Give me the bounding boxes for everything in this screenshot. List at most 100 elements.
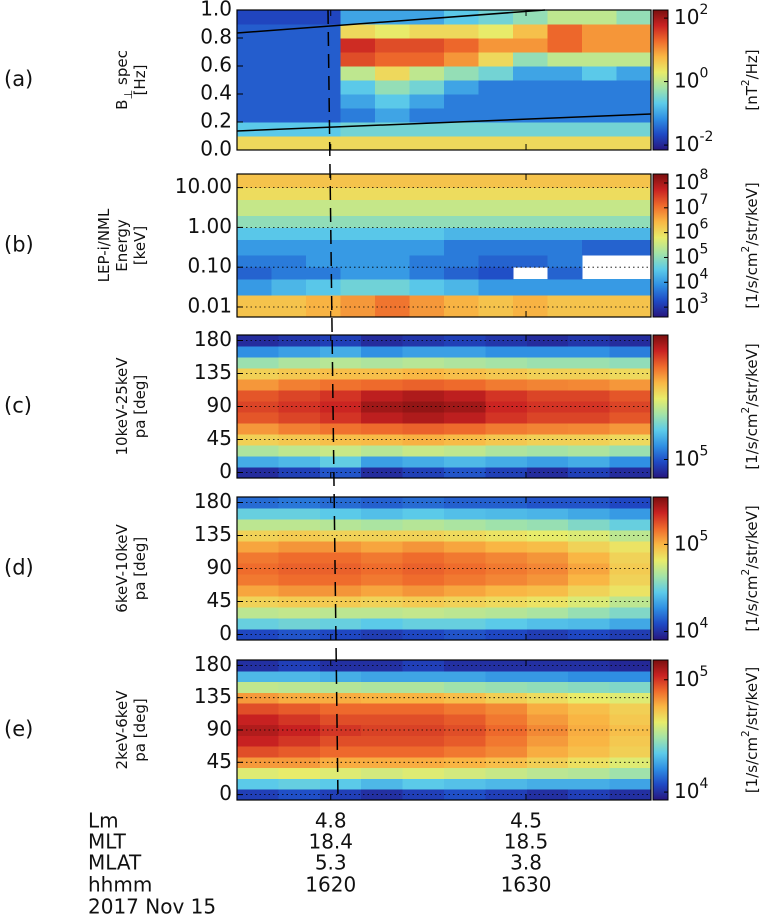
time-tick-label: 1620	[305, 873, 356, 897]
heatmap-cell	[444, 335, 486, 347]
heatmap-cell	[409, 108, 445, 123]
y-tick-label: 180	[194, 652, 232, 676]
heatmap-cell	[402, 541, 445, 553]
heatmap-cell	[278, 735, 321, 747]
y-tick-label: 45	[207, 749, 232, 773]
heatmap-cell	[409, 279, 445, 296]
heatmap-cell	[609, 607, 652, 619]
heatmap-cell	[340, 136, 376, 151]
heatmap-cell	[278, 368, 321, 380]
heatmap-cell	[485, 585, 528, 597]
heatmap-cell	[271, 52, 307, 67]
heatmap-cell	[485, 357, 528, 369]
heatmap-cell	[444, 379, 486, 391]
heatmap-cell	[547, 108, 583, 123]
heatmap-cell	[513, 80, 548, 95]
heatmap-cell	[547, 267, 583, 280]
heatmap-cell	[237, 434, 279, 446]
heatmap-cell	[609, 508, 652, 520]
colorbar-tick-label: 105	[674, 241, 708, 268]
heatmap-cell	[402, 618, 445, 630]
heatmap-cell	[485, 412, 528, 424]
heatmap-cell	[444, 412, 486, 424]
heatmap-cell	[485, 660, 528, 672]
heatmap-cell	[409, 38, 445, 53]
heatmap-cell	[278, 703, 321, 715]
heatmap-cell	[547, 66, 583, 81]
heatmap-cell	[237, 467, 279, 479]
heatmap-cell	[361, 618, 404, 630]
text-part: [Hz]	[131, 65, 149, 96]
heatmap-cell	[306, 94, 341, 109]
heatmap-cell	[485, 552, 528, 564]
y-tick-label: 0.8	[200, 25, 232, 49]
heatmap-cell	[609, 713, 652, 726]
heatmap-cell	[513, 227, 548, 240]
panel-frame	[236, 9, 652, 151]
colorbar	[652, 496, 669, 641]
heatmap-cell	[478, 108, 514, 123]
heatmap-cell	[609, 335, 652, 347]
text-part: Energy	[113, 219, 131, 272]
ephemeris-value: 3.8	[510, 851, 542, 875]
heatmap-cell	[361, 585, 404, 597]
heatmap-cell	[582, 295, 617, 318]
heatmap-cell	[237, 574, 279, 586]
heatmap-cell	[402, 497, 445, 509]
heatmap-cell	[375, 66, 410, 81]
colorbar	[652, 659, 669, 801]
heatmap-cell	[319, 423, 362, 435]
heatmap-cell	[568, 379, 611, 391]
heatmap-cell	[568, 670, 611, 683]
heatmap-cell	[237, 357, 279, 369]
heatmap-cell	[547, 10, 583, 25]
heatmap-cell	[278, 467, 321, 479]
heatmap-cell	[609, 552, 652, 564]
heatmap-cell	[306, 122, 341, 137]
heatmap-cell	[609, 681, 652, 693]
y-tick-label: 90	[207, 393, 232, 417]
tick-exponent: 4	[699, 266, 708, 282]
tick-base: 10	[674, 446, 699, 470]
heatmap-cell	[237, 445, 279, 457]
heatmap-cell	[306, 267, 341, 280]
heatmap-cell	[444, 456, 486, 468]
heatmap-cell	[340, 227, 376, 240]
heatmap-cell	[237, 681, 279, 693]
heatmap-cell	[402, 467, 445, 479]
heatmap-cell	[609, 660, 652, 672]
heatmap-cell	[444, 357, 486, 369]
heatmap-cell	[485, 670, 528, 683]
heatmap-cell	[485, 456, 528, 468]
heatmap-cell	[409, 255, 445, 268]
overlays	[236, 9, 652, 801]
heatmap-cell	[361, 746, 404, 758]
y-axis-label: pa [deg]	[131, 537, 149, 600]
heatmap-cell	[513, 10, 548, 25]
heatmap-cell	[568, 445, 611, 457]
heatmap-cell	[616, 10, 652, 25]
heatmap-cell	[271, 80, 307, 95]
ephemeris-value: 4.8	[315, 809, 347, 833]
heatmap-cell	[616, 199, 652, 216]
colorbar-tick-label: 104	[674, 616, 708, 643]
heatmap-cell	[609, 629, 652, 641]
tick-exponent: 4	[699, 616, 708, 632]
heatmap-cell	[237, 519, 279, 531]
heatmap-cell	[237, 530, 279, 542]
heatmap-cell	[237, 66, 272, 81]
heatmap-cell	[271, 239, 307, 256]
heatmap-cell	[609, 618, 652, 630]
heatmap-cell	[547, 187, 583, 201]
colorbar-label: [1/s/cm2/str/keV]	[740, 343, 761, 469]
heatmap-cell	[513, 66, 548, 81]
heatmap-cell	[568, 456, 611, 468]
heatmap-cell	[237, 379, 279, 391]
heatmap-cell	[526, 670, 569, 683]
heatmap-cell	[444, 596, 486, 608]
heatmap-cell	[319, 703, 362, 715]
heatmap-cell	[568, 767, 611, 779]
tick-base: 10	[674, 219, 699, 243]
tick-base: 10	[674, 618, 699, 642]
heatmap-cell	[444, 681, 486, 693]
